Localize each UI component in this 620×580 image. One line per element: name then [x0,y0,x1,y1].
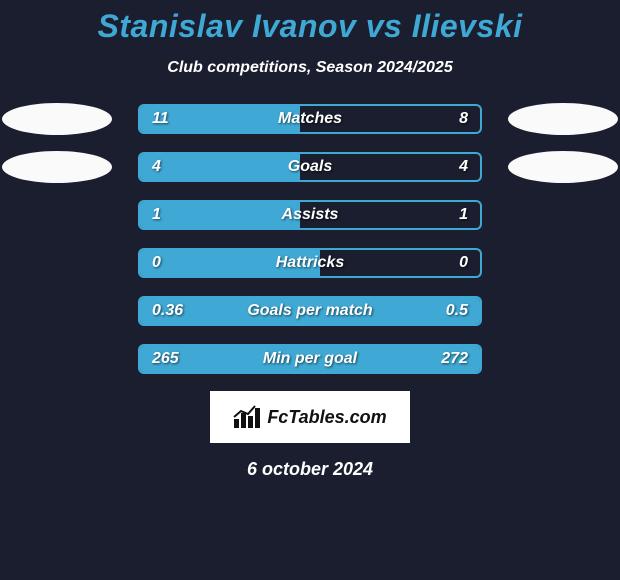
right-ellipse [508,103,618,135]
left-value: 265 [140,350,200,368]
stat-row: 265Min per goal272 [0,343,620,375]
stat-label: Min per goal [200,350,420,368]
stat-label: Matches [200,110,420,128]
stat-row: 0.36Goals per match0.5 [0,295,620,327]
stat-label: Goals [200,158,420,176]
bar-chart-icon [233,405,261,429]
left-ellipse [2,103,112,135]
stat-row: 0Hattricks0 [0,247,620,279]
stat-label: Goals per match [200,302,420,320]
left-value: 1 [140,206,200,224]
stat-bar: 0.36Goals per match0.5 [138,296,482,326]
right-value: 4 [420,158,480,176]
left-value: 11 [140,110,200,128]
right-value: 8 [420,110,480,128]
left-value: 0 [140,254,200,272]
date-label: 6 october 2024 [0,459,620,480]
right-value: 272 [420,350,480,368]
left-ellipse [2,151,112,183]
stat-bar: 0Hattricks0 [138,248,482,278]
logo-text: FcTables.com [267,407,386,428]
source-logo: FcTables.com [210,391,410,443]
subtitle: Club competitions, Season 2024/2025 [0,59,620,77]
stat-bar: 11Matches8 [138,104,482,134]
right-value: 0.5 [420,302,480,320]
left-value: 4 [140,158,200,176]
stat-bar: 265Min per goal272 [138,344,482,374]
stat-row: 4Goals4 [0,151,620,183]
right-ellipse [508,151,618,183]
stat-row: 1Assists1 [0,199,620,231]
comparison-container: Stanislav Ivanov vs Ilievski Club compet… [0,0,620,480]
left-value: 0.36 [140,302,200,320]
right-value: 1 [420,206,480,224]
stat-rows: 11Matches84Goals41Assists10Hattricks00.3… [0,103,620,375]
stat-bar: 1Assists1 [138,200,482,230]
stat-bar: 4Goals4 [138,152,482,182]
stat-row: 11Matches8 [0,103,620,135]
stat-label: Hattricks [200,254,420,272]
page-title: Stanislav Ivanov vs Ilievski [0,8,620,45]
stat-label: Assists [200,206,420,224]
right-value: 0 [420,254,480,272]
